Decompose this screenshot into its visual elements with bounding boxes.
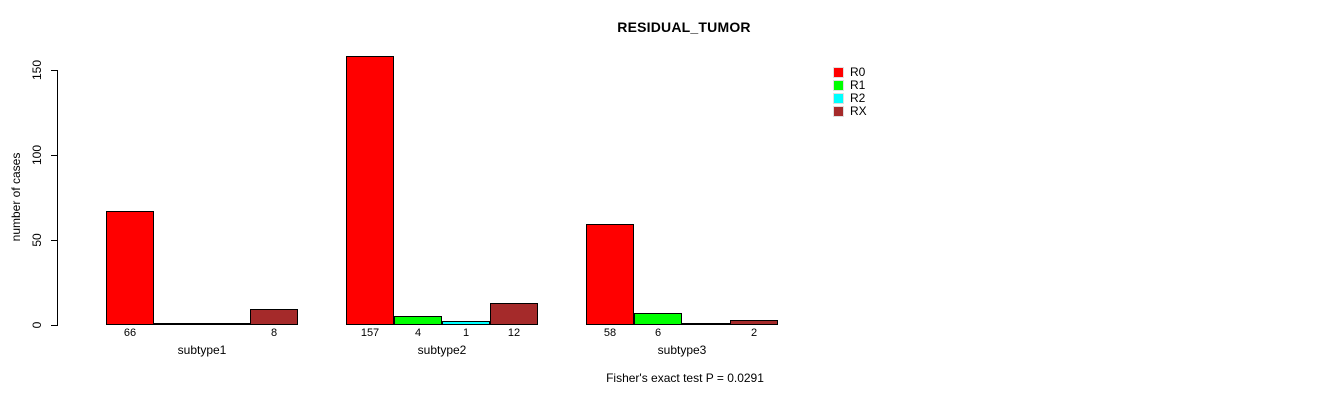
- legend-label: R0: [850, 65, 866, 79]
- bar-rx-subtype2: [490, 303, 538, 325]
- legend-swatch-icon: [833, 80, 844, 91]
- legend-label: RX: [850, 104, 867, 118]
- chart-title: RESIDUAL_TUMOR: [617, 19, 751, 35]
- bar-r0-subtype3: [586, 224, 634, 325]
- legend: R0 R1 R2 RX: [833, 66, 867, 118]
- y-tick-label: 150: [30, 59, 44, 81]
- y-tick-label: 100: [30, 144, 44, 166]
- legend-entry-r0: R0: [833, 66, 867, 79]
- category-label-subtype1: subtype1: [177, 343, 227, 357]
- y-tick: [51, 155, 58, 156]
- category-label-subtype3: subtype3: [657, 343, 707, 357]
- y-tick: [51, 70, 58, 71]
- legend-entry-r2: R2: [833, 92, 867, 105]
- legend-label: R2: [850, 91, 866, 105]
- bar-r0-subtype1: [106, 211, 154, 325]
- category-label-subtype2: subtype2: [417, 343, 467, 357]
- y-tick: [51, 240, 58, 241]
- legend-entry-rx: RX: [833, 105, 867, 118]
- bar-r0-subtype2: [346, 56, 394, 325]
- y-tick-label: 0: [30, 321, 44, 329]
- legend-swatch-icon: [833, 93, 844, 104]
- bar-value-label: 6: [654, 327, 662, 339]
- bar-value-label: 12: [507, 327, 521, 339]
- bar-value-label: 66: [123, 327, 137, 339]
- legend-entry-r1: R1: [833, 79, 867, 92]
- bar-r1-subtype3: [634, 313, 682, 325]
- y-axis-label: number of cases: [9, 152, 23, 242]
- bar-r2-subtype1: [202, 323, 250, 325]
- bar-value-label: 8: [270, 327, 278, 339]
- legend-swatch-icon: [833, 106, 844, 117]
- bar-value-label: 4: [414, 327, 422, 339]
- fisher-test-annotation: Fisher's exact test P = 0.0291: [606, 371, 764, 385]
- bar-rx-subtype3: [730, 320, 778, 325]
- y-axis-line: [57, 70, 58, 326]
- legend-label: R1: [850, 78, 866, 92]
- bar-value-label: 58: [603, 327, 617, 339]
- bar-value-label: 2: [750, 327, 758, 339]
- y-tick: [51, 325, 58, 326]
- bar-r1-subtype1: [154, 323, 202, 325]
- bar-r2-subtype2: [442, 321, 490, 325]
- bar-rx-subtype1: [250, 309, 298, 325]
- legend-swatch-icon: [833, 67, 844, 78]
- bar-value-label: 1: [462, 327, 470, 339]
- bar-r2-subtype3: [682, 323, 730, 325]
- bar-value-label: 157: [360, 327, 380, 339]
- bar-r1-subtype2: [394, 316, 442, 325]
- y-tick-label: 50: [30, 233, 44, 247]
